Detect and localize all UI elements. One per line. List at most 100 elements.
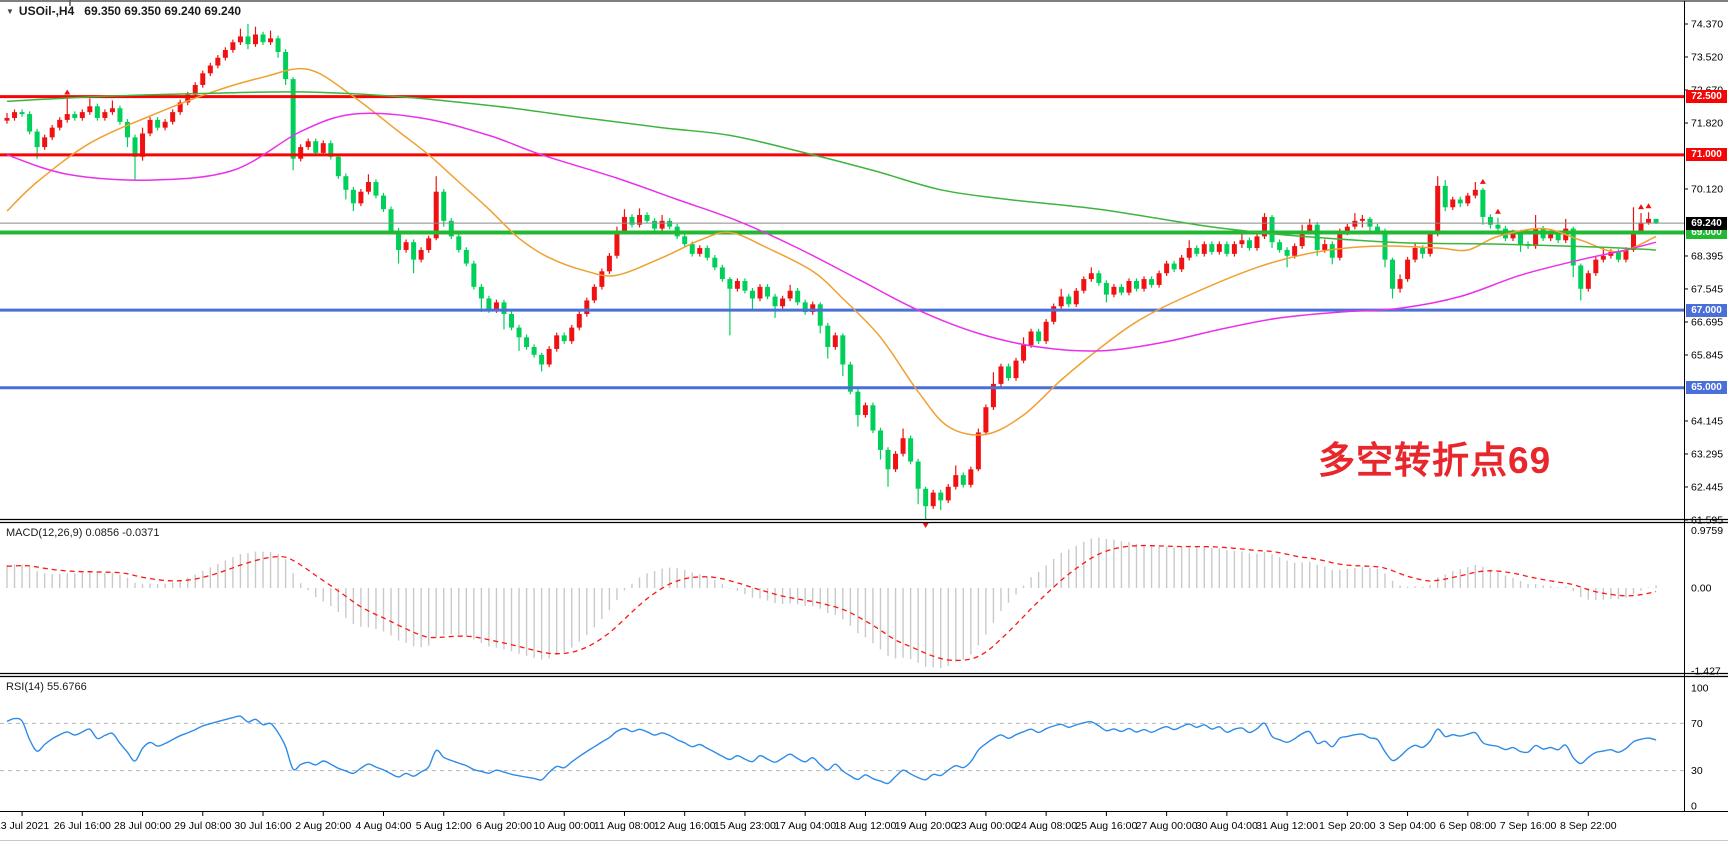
price-label: 74.370 (1691, 19, 1723, 31)
candle-body (990, 383, 996, 408)
candle-body (637, 215, 643, 225)
candle-body (1224, 244, 1230, 254)
candle-body (1028, 331, 1034, 346)
candle-body (109, 108, 115, 113)
candle-body (34, 131, 40, 148)
candle-body (1186, 248, 1192, 258)
candle-body (1427, 234, 1433, 254)
candle-body (877, 430, 883, 450)
candle-body (945, 486, 951, 501)
date-label: 19 Aug 20:00 (895, 820, 957, 832)
candle-body (1126, 281, 1132, 293)
candle-body (1653, 218, 1659, 224)
price-label: 62.445 (1691, 481, 1723, 493)
candle-body (1374, 226, 1380, 231)
candle-body (245, 36, 251, 45)
date-label: 1 Sep 20:00 (1319, 820, 1376, 832)
candle-body (1382, 230, 1388, 260)
date-label: 10 Aug 00:00 (533, 820, 595, 832)
candle-body (576, 314, 582, 328)
candle-body (953, 475, 959, 487)
candle-body (1262, 216, 1268, 237)
symbol-name: USOil-,H4 (18, 4, 75, 18)
candle-body (486, 298, 492, 311)
candle-body (1021, 345, 1027, 361)
candle-body (4, 117, 10, 121)
candle-body (847, 364, 853, 392)
rsi-axis-label: 70 (1691, 718, 1703, 730)
candle-body (1472, 189, 1478, 196)
candle-body (968, 469, 974, 485)
candle-body (230, 42, 236, 51)
candle-body (1111, 286, 1117, 295)
candle-body (343, 176, 349, 190)
candle-body (42, 137, 48, 148)
candle-body (606, 255, 612, 272)
candle-body (358, 191, 364, 204)
candle-body (1435, 185, 1441, 235)
symbol-title[interactable]: ▼ USOil-,H4 69.350 69.350 69.240 69.240 (6, 4, 241, 18)
candle-body (1337, 232, 1343, 258)
candle-body (1307, 224, 1313, 231)
candle-body (260, 34, 266, 43)
candle-body (1141, 279, 1147, 289)
candle-body (19, 112, 25, 115)
candle-body (471, 263, 477, 287)
date-label: 24 Aug 08:00 (1015, 820, 1077, 832)
candle-body (983, 407, 989, 433)
candle-body (177, 102, 183, 113)
candle-body (57, 119, 63, 128)
candle-body (1405, 259, 1411, 280)
ma-mid-line (6, 112, 1657, 352)
fractal-up-icon (1479, 178, 1486, 184)
candle-body (682, 236, 688, 245)
candle-body (998, 366, 1004, 384)
candle-body (938, 492, 944, 501)
rsi-axis-label: 0 (1691, 801, 1697, 813)
ohlc-values: 69.350 69.350 69.240 69.240 (84, 4, 242, 18)
candle-body (441, 191, 447, 221)
candle-body (1329, 244, 1335, 258)
candle-body (1630, 230, 1636, 250)
candle-body (1518, 232, 1524, 245)
candle-body (749, 290, 755, 299)
candle-body (501, 302, 507, 315)
candle-body (893, 453, 899, 470)
candle-body (1149, 279, 1155, 285)
candle-body (1570, 228, 1576, 266)
dropdown-icon[interactable]: ▼ (6, 7, 14, 16)
candle-body (817, 304, 823, 326)
candle-body (1548, 234, 1554, 239)
candle-body (840, 335, 846, 365)
candle-body (1171, 263, 1177, 270)
candle-body (1269, 216, 1275, 243)
candle-body (1013, 360, 1019, 379)
date-label: 29 Jul 08:00 (174, 820, 231, 832)
candle-body (283, 51, 289, 80)
candle-body (87, 106, 93, 113)
candle-body (200, 73, 206, 85)
candle-body (79, 112, 85, 118)
date-label: 12 Aug 16:00 (654, 820, 716, 832)
price-label: 64.145 (1691, 415, 1723, 427)
date-label: 2 Aug 20:00 (295, 820, 351, 832)
candle-body (320, 143, 326, 153)
candle-body (960, 475, 966, 485)
fractal-down-icon (922, 523, 929, 529)
candle-body (335, 156, 341, 177)
date-label: 7 Sep 16:00 (1500, 820, 1557, 832)
candle-body (381, 195, 386, 210)
candle-body (1480, 189, 1486, 217)
candle-body (313, 141, 319, 153)
candle-body (908, 438, 914, 462)
fractal-up-icon (1494, 208, 1501, 214)
level-chip-72.500: 72.500 (1686, 90, 1727, 104)
date-label: 23 Aug 00:00 (955, 820, 1017, 832)
candle-body (1615, 251, 1621, 260)
date-label: 30 Jul 16:00 (234, 820, 291, 832)
candle-body (1585, 273, 1591, 289)
candle-body (652, 220, 658, 229)
candle-body (1216, 244, 1222, 252)
date-label: 27 Aug 00:00 (1136, 820, 1198, 832)
